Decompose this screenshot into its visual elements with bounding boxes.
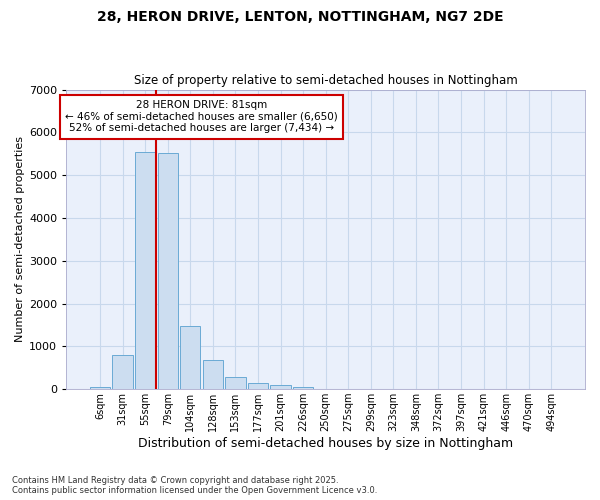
X-axis label: Distribution of semi-detached houses by size in Nottingham: Distribution of semi-detached houses by … — [138, 437, 513, 450]
Bar — [248, 383, 268, 389]
Bar — [203, 360, 223, 389]
Bar — [225, 377, 245, 389]
Bar — [271, 386, 290, 389]
Bar — [158, 153, 178, 389]
Title: Size of property relative to semi-detached houses in Nottingham: Size of property relative to semi-detach… — [134, 74, 518, 87]
Bar — [293, 387, 313, 389]
Text: Contains HM Land Registry data © Crown copyright and database right 2025.
Contai: Contains HM Land Registry data © Crown c… — [12, 476, 377, 495]
Text: 28, HERON DRIVE, LENTON, NOTTINGHAM, NG7 2DE: 28, HERON DRIVE, LENTON, NOTTINGHAM, NG7… — [97, 10, 503, 24]
Bar — [135, 152, 155, 389]
Text: 28 HERON DRIVE: 81sqm
← 46% of semi-detached houses are smaller (6,650)
52% of s: 28 HERON DRIVE: 81sqm ← 46% of semi-deta… — [65, 100, 338, 134]
Y-axis label: Number of semi-detached properties: Number of semi-detached properties — [15, 136, 25, 342]
Bar — [90, 386, 110, 389]
Bar — [180, 326, 200, 389]
Bar — [112, 355, 133, 389]
